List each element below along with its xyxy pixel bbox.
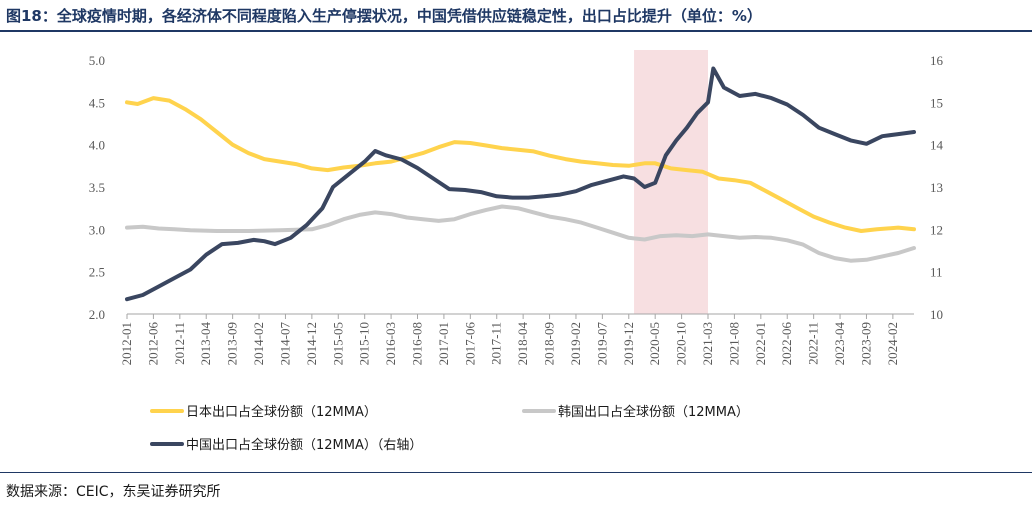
x-tick-label: 2012-01 (119, 322, 134, 365)
chart: 2.0 2.5 3.0 3.5 4.0 4.5 5.0 10 11 12 13 14 15 16 201… (89, 50, 944, 453)
y-right-tick-label: 13 (930, 180, 943, 195)
x-tick-label: 2016-03 (383, 322, 398, 365)
x-tick-label: 2014-02 (251, 322, 266, 365)
chart-title: 图18：全球疫情时期，各经济体不同程度陷入生产停摆状况，中国凭借供应链稳定性，出… (6, 7, 762, 25)
x-tick-label: 2022-01 (753, 322, 768, 365)
y-left-tick-label: 4.5 (89, 95, 105, 110)
y-right-tick-label: 12 (930, 222, 943, 237)
y-right-tick-label: 15 (930, 95, 943, 110)
y-right-tick-label: 16 (930, 53, 944, 68)
x-tick-label: 2018-09 (542, 322, 557, 365)
x-tick-label: 2012-11 (172, 322, 187, 365)
source-note: 数据来源：CEIC，东吴证券研究所 (6, 484, 221, 500)
x-tick-label: 2019-07 (594, 322, 609, 366)
x-tick-label: 2013-04 (198, 322, 213, 366)
x-tick-label: 2020-10 (674, 322, 689, 365)
x-tick-label: 2015-05 (330, 322, 345, 365)
legend-korea-label: 韩国出口占全球份额（12MMA） (558, 404, 749, 420)
x-tick-label: 2014-12 (304, 322, 319, 365)
y-left-tick-label: 2.0 (89, 307, 105, 322)
title-rule (0, 30, 1032, 32)
y-left-tick-label: 4.0 (89, 138, 105, 153)
japan-export-share-line (125, 96, 916, 233)
x-tick-label: 2013-09 (225, 322, 240, 365)
x-tick-label: 2015-10 (357, 322, 372, 365)
y-left-tick-label: 3.0 (89, 222, 105, 237)
x-tick-label: 2020-05 (647, 322, 662, 365)
x-tick-label: 2021-08 (726, 322, 741, 365)
legend-china-label: 中国出口占全球份额（12MMA）（右轴） (186, 437, 422, 453)
korea-export-share-line (125, 204, 916, 263)
y-left-tick-label: 3.5 (89, 180, 105, 195)
legend-japan-label: 日本出口占全球份额（12MMA） (186, 404, 377, 420)
x-tick-label: 2023-09 (858, 322, 873, 365)
x-tick-label: 2023-04 (832, 322, 847, 366)
x-tick-label: 2017-06 (462, 322, 477, 366)
source-rule (0, 472, 1032, 473)
shaded-period (634, 50, 709, 314)
x-tick-label: 2022-11 (806, 322, 821, 365)
x-tick-label: 2014-07 (277, 322, 292, 366)
y-right-tick-label: 10 (930, 307, 943, 322)
x-tick-label: 2017-01 (436, 322, 451, 365)
x-tick-label: 2019-12 (621, 322, 636, 365)
x-tick-label: 2021-03 (700, 322, 715, 365)
x-tick-label: 2019-02 (568, 322, 583, 365)
y-left-tick-label: 2.5 (89, 265, 105, 280)
china-export-share-line (125, 66, 916, 302)
x-tick-label: 2024-02 (885, 322, 900, 365)
x-tick-label: 2017-11 (489, 322, 504, 365)
y-left-tick-label: 5.0 (89, 53, 105, 68)
x-tick-label: 2018-04 (515, 322, 530, 366)
y-right-tick-label: 11 (930, 265, 943, 280)
y-right-tick-label: 14 (930, 138, 944, 153)
x-tick-label: 2016-08 (410, 322, 425, 365)
x-tick-label: 2022-06 (779, 322, 794, 366)
x-tick-label: 2012-06 (145, 322, 160, 366)
